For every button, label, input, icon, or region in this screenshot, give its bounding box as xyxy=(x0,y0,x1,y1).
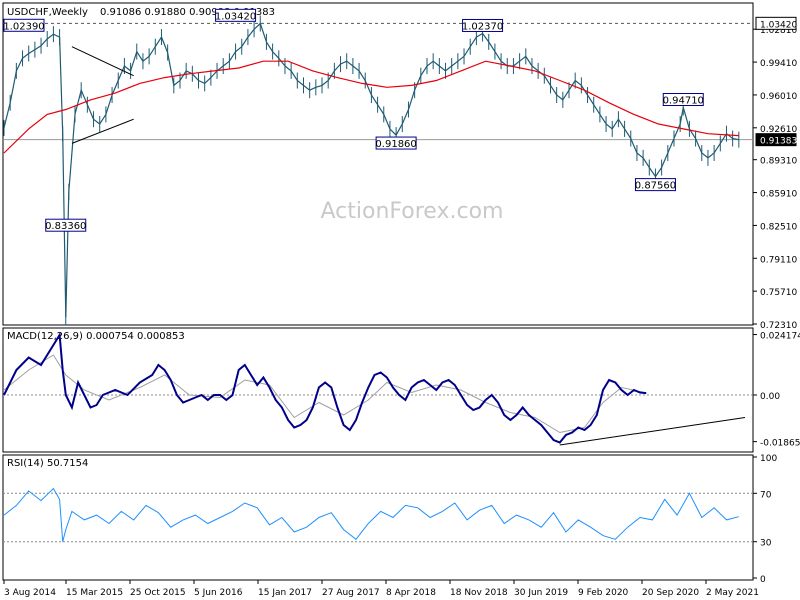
high-label-box xyxy=(755,16,797,30)
macd-panel-frame xyxy=(2,327,754,453)
annotation-label: 1.02390 xyxy=(3,21,44,32)
annotation-label: 0.87560 xyxy=(635,181,676,192)
x-tick-label: 15 Jan 2017 xyxy=(258,588,312,598)
macd-tick-label: -0.018653 xyxy=(760,439,800,449)
annotation-box xyxy=(45,218,87,232)
price-tick-label: 0.85910 xyxy=(760,190,797,200)
macd-line xyxy=(3,331,647,444)
macd-title: MACD(12,26,9) 0.000754 0.000853 xyxy=(7,331,185,342)
symbol-label: USDCHF,Weekly xyxy=(7,7,88,18)
macd-y-axis: 0.024174 0.00 -0.018653 xyxy=(753,332,800,449)
rsi-tick-label: 30 xyxy=(760,539,772,549)
signal-line xyxy=(3,354,647,434)
rsi-panel-frame xyxy=(2,454,754,581)
rsi-tick-label: 100 xyxy=(760,454,777,464)
macd-tick-label: 0.024174 xyxy=(760,332,800,342)
rsi-line xyxy=(3,487,739,542)
current-price-label: 0.91383 xyxy=(760,137,797,147)
triangle-lower-line xyxy=(71,118,134,144)
price-tick-label: 0.89310 xyxy=(760,157,797,167)
macd-signal-series xyxy=(3,354,647,434)
annotation-label: 0.83360 xyxy=(45,221,86,232)
annotation-label: 0.94710 xyxy=(663,96,704,107)
price-tick-label: 0.99410 xyxy=(760,59,797,69)
watermark: ActionForex.com xyxy=(321,199,504,224)
rsi-title: RSI(14) 50.7154 xyxy=(7,458,88,469)
price-tick-label: 0.92610 xyxy=(760,125,797,135)
annotation-label: 0.91860 xyxy=(375,139,416,150)
x-tick-label: 3 Aug 2014 xyxy=(4,588,56,598)
current-price-box xyxy=(755,133,797,147)
chart-header: USDCHF,Weekly 0.91086 0.91880 0.90998 0.… xyxy=(7,7,275,18)
x-axis: 3 Aug 2014 15 Mar 2015 25 Oct 2015 5 Jun 20… xyxy=(3,580,759,598)
rsi-tick-label: 0 xyxy=(760,575,766,585)
x-tick-label: 9 Feb 2020 xyxy=(578,588,629,598)
x-tick-label: 8 Apr 2018 xyxy=(386,588,436,598)
price-tick-label: 0.75710 xyxy=(760,288,797,298)
macd-trendline xyxy=(559,417,746,446)
ohlc-label: 0.91086 0.91880 0.90998 0.91383 xyxy=(100,7,275,18)
rsi-y-axis: 100 70 30 0 xyxy=(753,454,777,585)
x-tick-label: 5 Jun 2016 xyxy=(194,588,243,598)
triangle-pattern xyxy=(71,46,134,144)
high-label: 1.03420 xyxy=(760,20,797,30)
price-tick-label: 0.96010 xyxy=(760,92,797,102)
price-tick-label: 1.02810 xyxy=(760,26,797,36)
rsi-tick-label: 70 xyxy=(760,490,772,500)
annotation-label: 1.02370 xyxy=(462,21,503,32)
price-series xyxy=(3,15,740,326)
x-tick-label: 30 Jun 2019 xyxy=(514,588,568,598)
rsi-series xyxy=(3,487,739,542)
x-tick-label: 18 Nov 2018 xyxy=(450,588,508,598)
x-tick-label: 15 Mar 2015 xyxy=(66,588,123,598)
price-line xyxy=(3,22,739,318)
triangle-upper-line xyxy=(71,46,134,77)
x-tick-label: 2 May 2021 xyxy=(706,588,759,598)
price-y-axis: 1.02810 0.99410 0.96010 0.92610 0.89310 0.859… xyxy=(753,16,797,331)
ma-line xyxy=(3,60,739,154)
annotation-box xyxy=(215,8,257,22)
price-tick-label: 0.79110 xyxy=(760,255,797,265)
moving-average-series xyxy=(3,60,739,154)
rsi-levels xyxy=(3,492,753,543)
price-tick-label: 0.82510 xyxy=(760,222,797,232)
annotation-box xyxy=(375,136,417,150)
price-tick-label: 0.72310 xyxy=(760,321,797,331)
price-annotations: 1.02390 1.03420 1.02370 0.91860 0.94710 0.875… xyxy=(3,8,704,232)
annotation-box xyxy=(662,93,704,107)
annotation-box xyxy=(3,18,45,32)
macd-main-series xyxy=(3,331,647,444)
macd-tick-label: 0.00 xyxy=(760,392,780,402)
price-panel-frame xyxy=(2,2,754,326)
macd-trend-line xyxy=(559,417,746,446)
annotation-box xyxy=(634,178,676,192)
x-tick-label: 27 Aug 2017 xyxy=(322,588,380,598)
annotation-box xyxy=(462,18,504,32)
x-tick-label: 20 Sep 2020 xyxy=(642,588,699,598)
x-tick-label: 25 Oct 2015 xyxy=(130,588,186,598)
annotation-label: 1.03420 xyxy=(215,11,256,22)
